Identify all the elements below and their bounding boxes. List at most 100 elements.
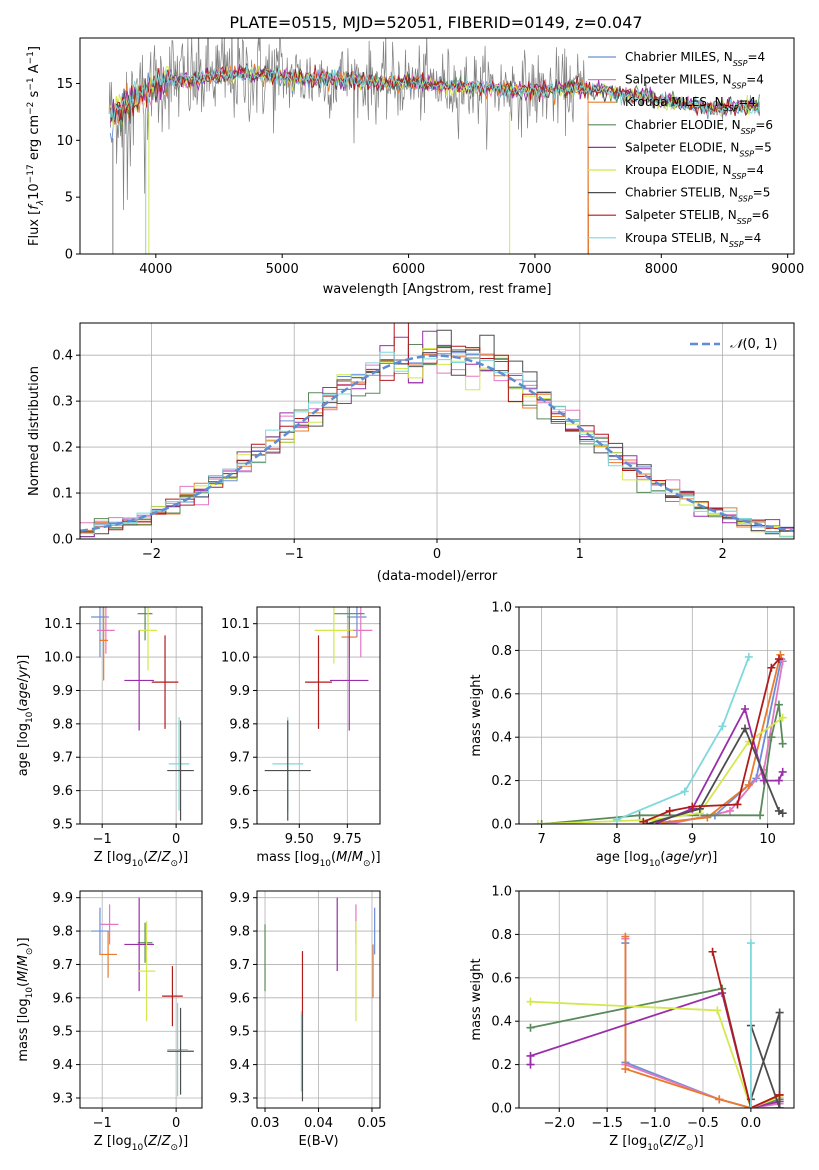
label-part: ⊙	[170, 859, 178, 869]
legend-sub: SSP	[733, 59, 748, 68]
y-tick-label: 0.0	[491, 1102, 512, 1117]
panel-age-vs-mass: 9.50 9.75 9.5 9.6 9.7 9.8 9.9 10.0 10.1 mass [log…	[221, 606, 381, 869]
weight-marker	[526, 1051, 535, 1060]
legend-text: Chabrier MILES, N	[625, 50, 733, 64]
y-tick-label: 10.1	[221, 617, 250, 632]
label-part: )]	[694, 1134, 704, 1149]
label-part: /	[157, 1134, 162, 1149]
x-axis-label: E(B-V)	[298, 1134, 338, 1149]
label-part: Z	[161, 1134, 172, 1149]
label-part: 10	[25, 987, 35, 999]
weight-line	[616, 656, 750, 821]
x-tick-label: 0	[433, 547, 441, 562]
y-tick-label: 9.6	[229, 784, 250, 799]
axes-frame	[518, 606, 795, 825]
model-line	[109, 63, 760, 125]
weight-marker	[774, 776, 783, 785]
label-part: 10	[320, 859, 332, 869]
label-part: f	[27, 203, 42, 210]
weight-marker	[775, 1104, 784, 1108]
x-axis-label: (data-model)/error	[377, 569, 498, 584]
label-part: log	[112, 850, 132, 865]
x-tick-label: −1.0	[639, 1116, 671, 1131]
model-line	[110, 64, 760, 123]
y-axis-label: mass weight	[469, 958, 484, 1040]
weight-marker	[688, 802, 697, 811]
y-tick-label: 0.2	[491, 774, 512, 789]
y-tick-label: 0.8	[491, 928, 512, 943]
label-part: (	[16, 982, 31, 987]
legend-entry: Salpeter MILES, NSSP=4	[625, 73, 764, 91]
y-tick-label: 9.6	[52, 991, 73, 1006]
panel-mass-vs-ebv: 0.03 0.04 0.05 9.3 9.4 9.5 9.6 9.7 9.8 9.9 E(B-V)	[229, 890, 387, 1149]
x-axis-label: wavelength [Angstrom, rest frame]	[323, 282, 552, 297]
weight-marker	[767, 733, 776, 742]
weight-line	[530, 1000, 780, 1108]
legend-text: Salpeter MILES, N	[625, 73, 732, 87]
axes-frame	[256, 606, 381, 825]
label-part: 10	[132, 1143, 144, 1153]
y-tick-label: 0.0	[491, 818, 512, 833]
weight-marker	[775, 1008, 784, 1017]
x-tick-label: −1.5	[591, 1116, 623, 1131]
legend-sub: SSP	[732, 81, 747, 90]
weight-marker	[778, 809, 787, 818]
label-part: yr	[16, 663, 31, 679]
label-part: log	[627, 1134, 647, 1149]
y-tick-label: 9.9	[52, 891, 73, 906]
weight-marker	[767, 663, 776, 672]
label-part: ⊙	[25, 948, 35, 956]
y-tick-label: 1.0	[491, 885, 512, 900]
label-part: Z	[147, 850, 158, 865]
y-axis-label: mass [log10(M/M⊙)]	[16, 937, 35, 1061]
legend-text: Salpeter ELODIE, N	[625, 140, 739, 154]
legend-entry: Salpeter STELIB, NSSP=6	[625, 208, 769, 226]
label-part: 10	[647, 1143, 659, 1153]
weight-line	[711, 951, 780, 1108]
y-tick-label: 9.5	[229, 1025, 250, 1040]
label-part: )]	[370, 850, 380, 865]
x-tick-label: 9.75	[333, 832, 362, 847]
label-part: mass [	[256, 850, 299, 865]
weight-marker	[776, 650, 785, 659]
label-part: Z [	[94, 850, 112, 865]
y-tick-label: 0.2	[52, 441, 73, 456]
x-tick-label: 0	[172, 1116, 180, 1131]
weight-marker	[612, 815, 621, 824]
legend-text: =4	[747, 50, 765, 64]
label-part: (	[660, 850, 665, 865]
weight-marker	[775, 1090, 784, 1099]
y-tick-label: 9.3	[52, 1091, 73, 1106]
x-tick-label: 10	[759, 832, 776, 847]
label-part: M	[16, 971, 31, 982]
x-tick-label: 4000	[139, 262, 172, 277]
legend-entry: Chabrier STELIB, NSSP=5	[625, 186, 770, 204]
label-part: Flux [	[27, 210, 42, 246]
weight-marker	[778, 739, 787, 748]
y-tick-label: 10.1	[44, 617, 73, 632]
label-part: M	[16, 955, 31, 966]
label-part: −1	[26, 51, 36, 64]
label-part: log	[16, 998, 31, 1018]
label-part: log	[629, 850, 649, 865]
x-tick-label: −2	[142, 547, 161, 562]
y-tick-label: 9.8	[229, 925, 250, 940]
label-part: )]	[16, 655, 31, 665]
label-part: M	[336, 850, 347, 865]
label-part: (	[331, 850, 336, 865]
x-tick-label: 0.05	[358, 1116, 387, 1131]
weight-marker	[744, 780, 753, 789]
label-part: ]	[27, 46, 42, 51]
label-part: 10	[25, 711, 35, 723]
label-part: −17	[26, 164, 36, 183]
y-axis-label: age [log10(age/yr)]	[16, 655, 35, 777]
legend-text: Kroupa ELODIE, N	[625, 163, 732, 177]
axes-frame	[79, 322, 795, 540]
y-tick-label: 9.6	[52, 784, 73, 799]
y-tick-label: 9.7	[52, 751, 73, 766]
legend-sub: SSP	[738, 194, 753, 203]
legend-text: Kroupa MILES, N	[625, 95, 724, 109]
observed-spectrum	[108, 38, 760, 211]
weight-marker	[665, 806, 674, 815]
